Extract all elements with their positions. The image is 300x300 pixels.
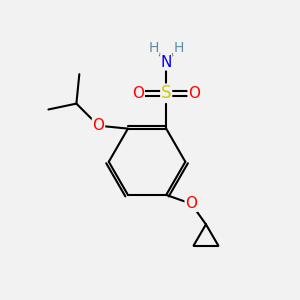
Text: O: O bbox=[92, 118, 104, 133]
Text: H: H bbox=[148, 41, 159, 55]
Text: O: O bbox=[188, 86, 200, 101]
Text: O: O bbox=[185, 196, 197, 211]
Text: O: O bbox=[132, 86, 144, 101]
Text: H: H bbox=[173, 41, 184, 55]
Text: N: N bbox=[160, 55, 172, 70]
Text: S: S bbox=[161, 84, 171, 102]
